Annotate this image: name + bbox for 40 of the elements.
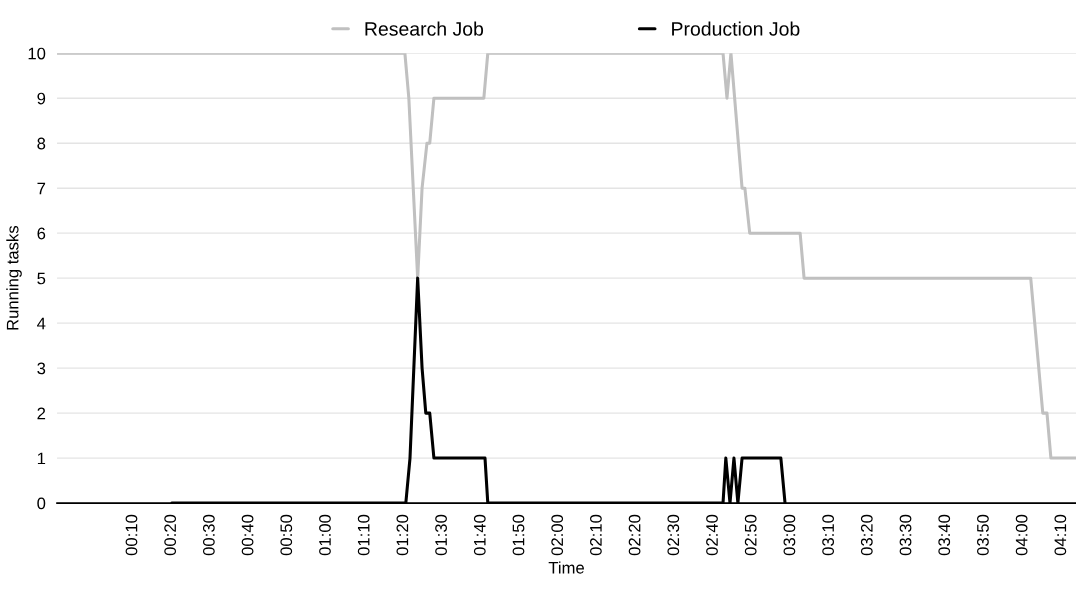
x-tick-label: 00:30	[202, 514, 215, 556]
x-tick-label: 03:50	[977, 514, 989, 556]
x-tick-label: 01:10	[357, 514, 370, 556]
x-tick-label: 03:00	[783, 514, 796, 556]
x-tick-label: 03:10	[822, 514, 835, 556]
y-axis-title: Running tasks	[6, 225, 22, 330]
x-axis-title: Time	[548, 561, 584, 574]
legend-label: Research Job	[365, 21, 484, 36]
y-tick-label: 3	[37, 362, 46, 375]
x-tick-label: 03:40	[938, 514, 951, 556]
x-tick-label: 02:10	[590, 514, 602, 556]
x-tick-label: 00:50	[280, 514, 293, 556]
x-tick-label: 00:20	[164, 514, 177, 556]
x-tick-label: 01:40	[473, 514, 486, 556]
x-tick-label: 02:20	[628, 514, 641, 556]
y-tick-label: 5	[37, 272, 46, 285]
x-tick-label: 02:00	[551, 514, 564, 556]
x-tick-label: 01:50	[512, 514, 525, 556]
x-tick-label: 03:20	[860, 514, 873, 556]
y-tick-label: 9	[37, 92, 46, 105]
y-tick-label: 6	[37, 227, 46, 240]
y-tick-label: 2	[37, 407, 46, 420]
x-tick-label: 01:20	[396, 514, 409, 556]
x-tick-label: 04:00	[1015, 514, 1028, 556]
x-tick-label: 00:40	[241, 514, 254, 556]
y-tick-label: 0	[37, 497, 46, 510]
x-tick-label: 01:00	[319, 514, 331, 556]
x-tick-label: 04:10	[1054, 514, 1067, 556]
y-tick-label: 7	[37, 182, 46, 195]
legend-label: Production Job	[672, 21, 800, 36]
y-tick-label: 8	[37, 137, 46, 150]
x-tick-label: 00:10	[125, 514, 138, 556]
x-tick-label: 02:50	[744, 514, 757, 556]
x-tick-label: 02:40	[706, 514, 718, 556]
y-tick-label: 4	[37, 317, 46, 330]
y-tick-label: 1	[37, 452, 46, 465]
x-tick-label: 02:30	[667, 514, 680, 556]
y-tick-label: 10	[28, 47, 46, 60]
x-tick-label: 03:30	[899, 514, 912, 556]
x-tick-label: 01:30	[435, 514, 447, 556]
